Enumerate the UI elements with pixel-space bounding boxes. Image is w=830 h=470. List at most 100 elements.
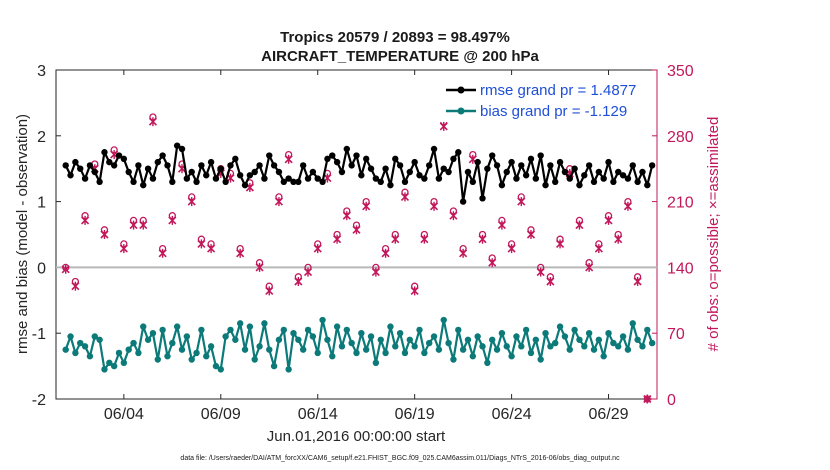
obs-assimilated-marker <box>478 234 487 244</box>
rmse-point <box>62 162 69 169</box>
rmse-point <box>207 158 215 166</box>
rmse-point <box>440 165 447 172</box>
bias-point <box>377 336 384 343</box>
bias-point <box>183 333 191 340</box>
bias-point <box>362 346 370 353</box>
rmse-point <box>576 181 583 189</box>
rmse-point <box>101 149 108 156</box>
rmse-point <box>401 178 409 186</box>
rmse-point <box>130 178 137 186</box>
bias-point <box>178 346 186 353</box>
rmse-point <box>304 175 312 182</box>
y-tick-label: 1 <box>37 195 46 212</box>
obs-assimilated-marker <box>352 225 361 235</box>
obs-assimilated-marker <box>71 281 80 291</box>
rmse-point <box>77 165 84 172</box>
bias-point <box>585 330 593 337</box>
rmse-point <box>639 168 646 176</box>
obs-assimilated-marker <box>614 234 623 244</box>
bias-point <box>96 336 103 343</box>
bias-point <box>333 323 341 330</box>
rmse-point <box>236 172 244 179</box>
rmse-point <box>324 155 331 163</box>
y-ticks-right: 0 70 140 210 280 350 <box>652 63 694 409</box>
obs-assimilated-marker <box>575 220 584 230</box>
bias-point <box>144 336 152 343</box>
rmse-point <box>396 162 404 169</box>
bias-point <box>353 349 360 357</box>
rmse-point <box>232 155 239 163</box>
rmse-point <box>648 162 656 169</box>
rmse-point <box>416 172 423 179</box>
rmse-point <box>227 162 234 169</box>
bias-point <box>634 336 641 343</box>
obs-assimilated-marker <box>197 239 206 249</box>
bias-point <box>450 356 457 363</box>
rmse-point <box>329 152 336 159</box>
bias-point <box>81 343 89 350</box>
obs-assimilated-marker <box>236 248 245 258</box>
bias-point <box>358 330 365 337</box>
obs-assimilated-marker <box>303 267 313 277</box>
obs-assimilated-marker <box>391 234 400 244</box>
rmse-point <box>605 158 612 166</box>
rmse-point <box>411 158 418 166</box>
bias-point <box>251 356 258 363</box>
rmse-point <box>222 178 229 186</box>
x-tick-label: 06/29 <box>589 406 629 423</box>
bias-point <box>309 333 317 340</box>
bias-point <box>222 333 229 340</box>
obs-assimilated-marker <box>168 215 177 225</box>
bias-point <box>106 359 113 367</box>
rmse-point <box>513 175 520 182</box>
bias-point <box>227 326 234 334</box>
rmse-point <box>532 175 540 182</box>
x-axis-label: Jun.01,2016 00:00:00 start <box>267 428 446 445</box>
rmse-point <box>251 168 258 176</box>
bias-point <box>615 343 622 350</box>
rmse-point <box>333 158 341 166</box>
y-axis-label-right: # of obs: o=possible; ×=assimilated <box>705 117 722 352</box>
rmse-point <box>387 181 394 189</box>
bias-point <box>299 346 307 353</box>
rmse-point <box>610 178 617 186</box>
rmse-point <box>169 178 176 186</box>
x-tick-label: 06/14 <box>298 406 338 423</box>
bias-point <box>203 353 210 360</box>
rmse-point <box>86 162 94 169</box>
bias-point <box>198 326 205 334</box>
bias-point <box>101 366 108 373</box>
bias-point <box>629 320 636 327</box>
legend-box <box>440 78 650 122</box>
rmse-point <box>154 158 161 166</box>
rmse-point <box>125 168 132 176</box>
rmse-point <box>198 162 205 169</box>
legend-rmse-marker <box>457 86 465 94</box>
rmse-point <box>309 168 317 176</box>
obs-assimilated-marker <box>148 117 158 127</box>
bias-point <box>169 339 176 347</box>
obs-assimilated-marker <box>313 244 322 254</box>
rmse-point <box>585 162 593 169</box>
rmse-point <box>377 178 384 186</box>
bias-point <box>314 349 321 357</box>
bias-point <box>571 326 578 334</box>
bias-point <box>125 346 132 353</box>
obs-assimilated-marker <box>294 277 303 286</box>
bias-point <box>304 326 312 334</box>
rmse-point <box>581 172 588 179</box>
bias-point <box>479 343 486 350</box>
rmse-point <box>246 172 254 179</box>
bias-point <box>518 343 525 350</box>
rmse-point <box>203 172 210 179</box>
rmse-point <box>144 165 152 172</box>
bias-point <box>532 336 540 343</box>
bias-point <box>212 362 220 370</box>
obs-assimilated-marker <box>623 201 632 211</box>
rmse-point <box>421 175 428 182</box>
bias-point <box>266 346 273 353</box>
bias-point <box>464 336 472 343</box>
rmse-point <box>498 181 506 189</box>
bias-point <box>241 346 249 353</box>
obs-assimilated-marker <box>342 211 351 221</box>
